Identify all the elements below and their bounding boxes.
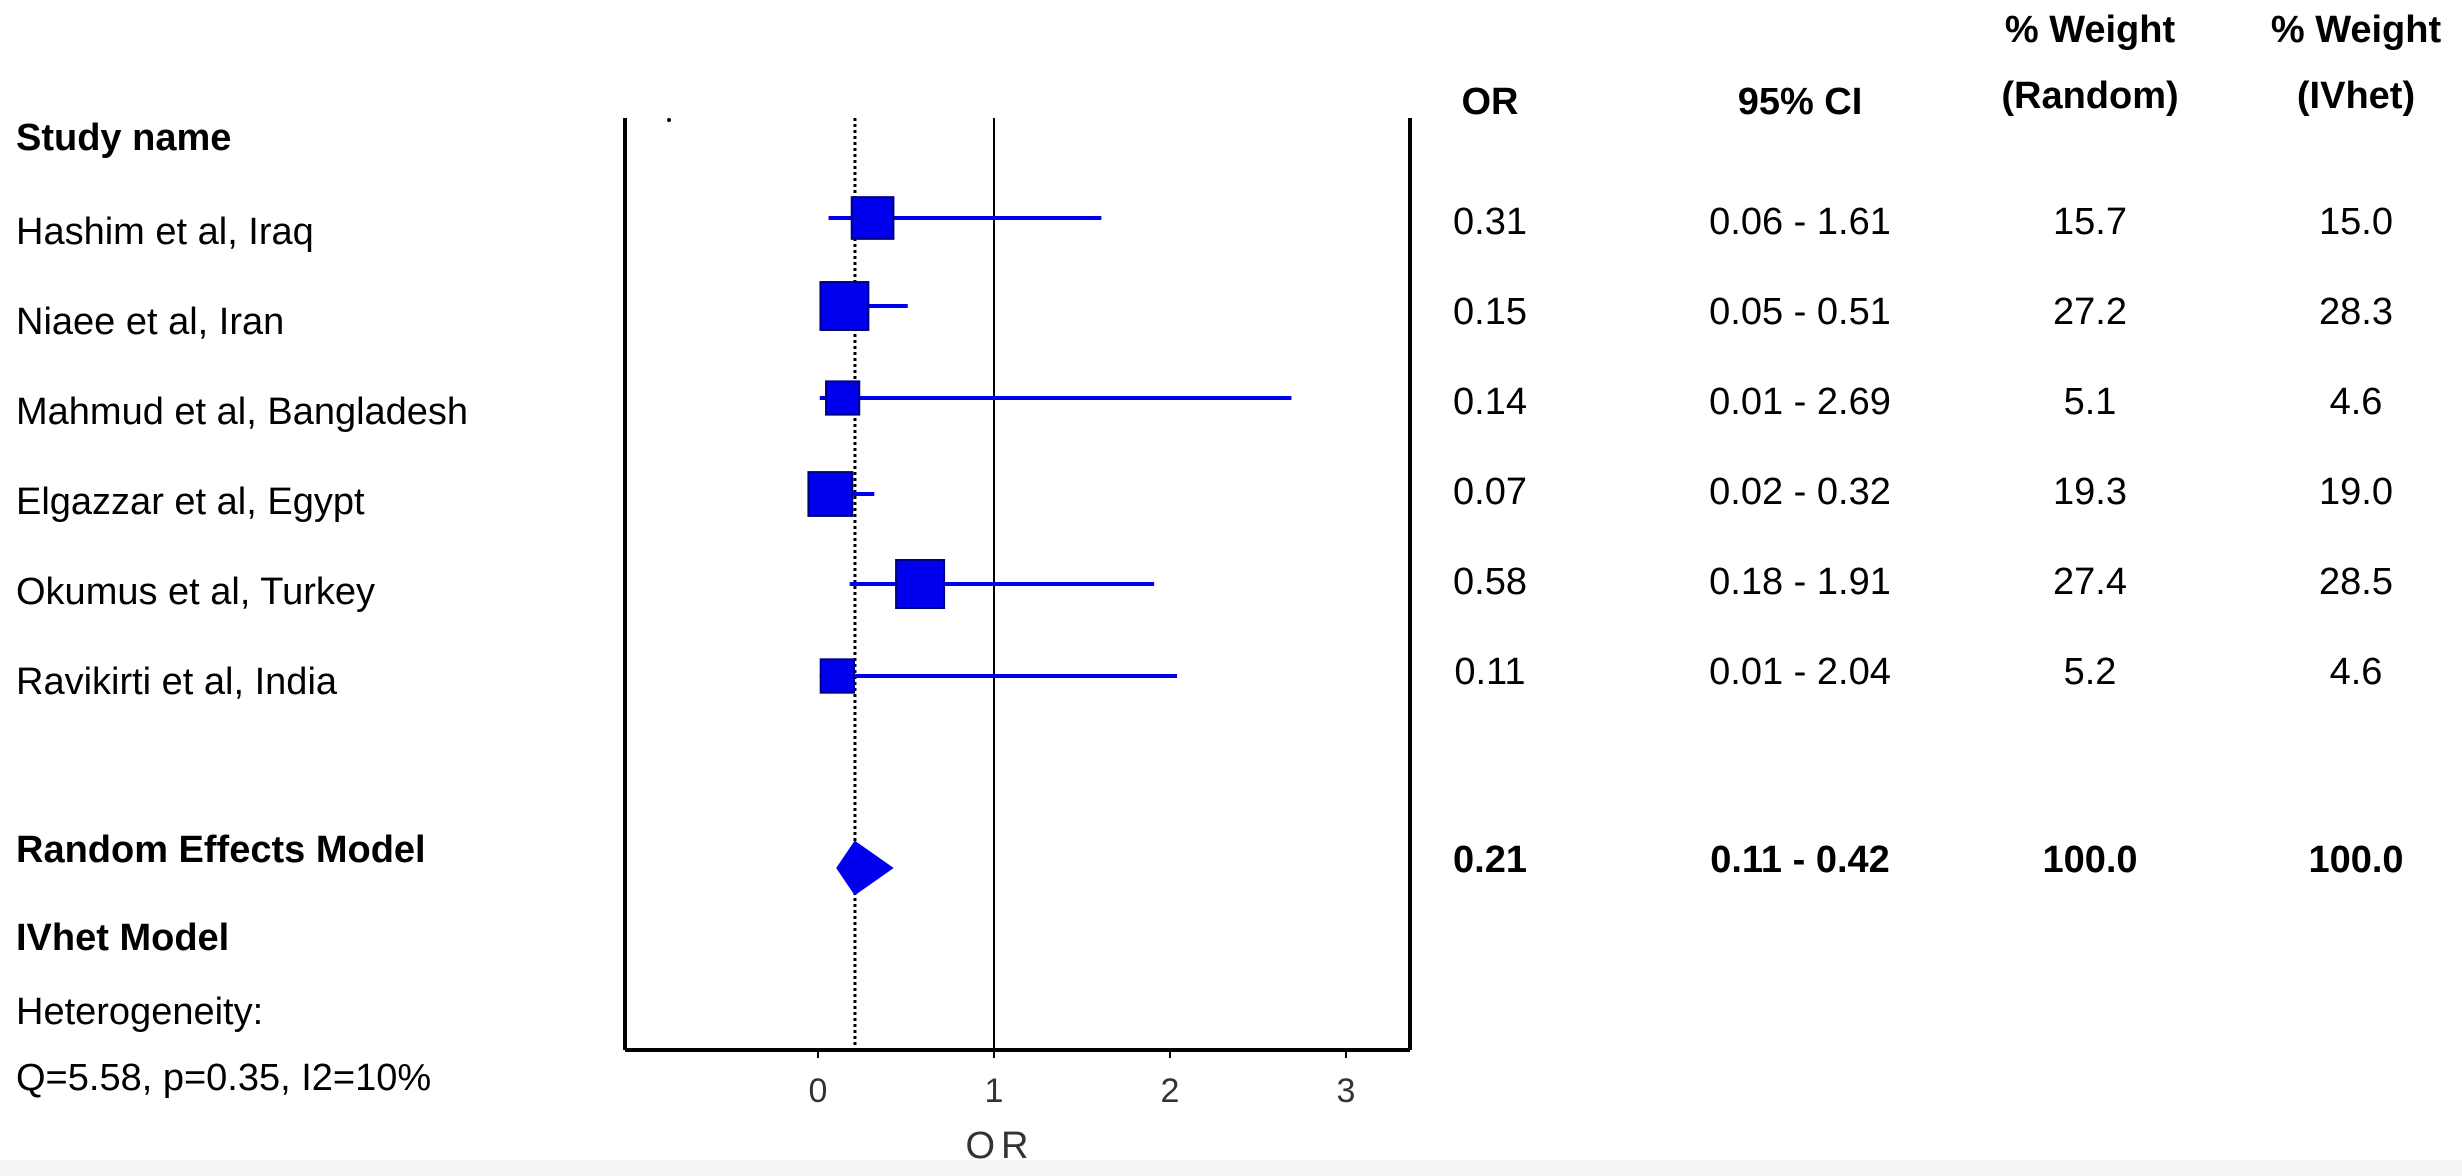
study-weight-ivhet: 28.3 [2319, 291, 2393, 333]
pooled-weight-ivhet: 100.0 [2308, 839, 2404, 881]
point-estimate-square [807, 471, 854, 517]
ivhet-model-label: IVhet Model [16, 917, 230, 959]
study-label: Okumus et al, Turkey [16, 571, 376, 613]
point-estimate-square [819, 281, 870, 331]
study-weight-random: 19.3 [2053, 471, 2127, 513]
random-effects-label: Random Effects Model [16, 829, 426, 871]
study-markers [807, 196, 1292, 896]
study-ci: 0.01 - 2.04 [1709, 651, 1891, 693]
study-weight-random: 27.4 [2053, 561, 2127, 603]
study-name-header: Study name [16, 117, 232, 159]
weight-random-header-line1: % Weight [2004, 9, 2176, 51]
point-estimate-square [895, 559, 946, 609]
pooled-or: 0.21 [1453, 839, 1527, 881]
weight-random-header-line2: (Random) [2001, 75, 2179, 117]
x-tick-label: 3 [1337, 1072, 1356, 1110]
study-ci: 0.01 - 2.69 [1709, 381, 1891, 423]
study-weight-ivhet: 4.6 [2329, 651, 2383, 693]
x-tick-label: 2 [1161, 1072, 1180, 1110]
study-or: 0.15 [1453, 291, 1527, 333]
point-estimate-square [819, 658, 856, 694]
study-or: 0.11 [1454, 651, 1526, 693]
study-weight-ivhet: 28.5 [2319, 561, 2393, 603]
study-ci: 0.18 - 1.91 [1709, 561, 1891, 603]
bottom-strip [0, 1160, 2462, 1176]
pooled-weight-random: 100.0 [2042, 839, 2138, 881]
plot-dot [667, 118, 671, 122]
study-label: Mahmud et al, Bangladesh [16, 391, 469, 433]
study-weight-random: 5.2 [2063, 651, 2117, 693]
or-column-header: OR [1461, 81, 1519, 123]
study-or: 0.58 [1453, 561, 1527, 603]
study-or: 0.31 [1453, 201, 1527, 243]
heterogeneity-label: Heterogeneity: [16, 991, 264, 1033]
study-or: 0.14 [1453, 381, 1527, 423]
pooled-ci: 0.11 - 0.42 [1710, 839, 1890, 881]
study-label: Niaee et al, Iran [16, 301, 285, 343]
study-label: Ravikirti et al, India [16, 661, 338, 703]
study-label: Hashim et al, Iraq [16, 211, 314, 253]
study-weight-random: 15.7 [2053, 201, 2127, 243]
point-estimate-square [825, 380, 861, 416]
study-or: 0.07 [1453, 471, 1527, 513]
study-weight-ivhet: 19.0 [2319, 471, 2393, 513]
study-weight-random: 5.1 [2063, 381, 2117, 423]
study-weight-ivhet: 4.6 [2329, 381, 2383, 423]
ci-column-header: 95% CI [1737, 81, 1863, 123]
study-ci: 0.06 - 1.61 [1709, 201, 1891, 243]
x-axis-ticks: 0 1 2 3 [809, 1050, 1356, 1110]
study-ci: 0.02 - 0.32 [1709, 471, 1891, 513]
point-estimate-square [850, 196, 895, 240]
weight-ivhet-header-line1: % Weight [2270, 9, 2442, 51]
study-label: Elgazzar et al, Egypt [16, 481, 365, 523]
pooled-diamond [836, 840, 894, 896]
x-tick-label: 1 [985, 1072, 1004, 1110]
plot-frame [623, 118, 1412, 1052]
study-weight-ivhet: 15.0 [2319, 201, 2393, 243]
study-ci: 0.05 - 0.51 [1709, 291, 1891, 333]
weight-ivhet-header-line2: (IVhet) [2296, 75, 2416, 117]
study-weight-random: 27.2 [2053, 291, 2127, 333]
x-tick-label: 0 [809, 1072, 828, 1110]
heterogeneity-stats: Q=5.58, p=0.35, I2=10% [16, 1057, 432, 1099]
